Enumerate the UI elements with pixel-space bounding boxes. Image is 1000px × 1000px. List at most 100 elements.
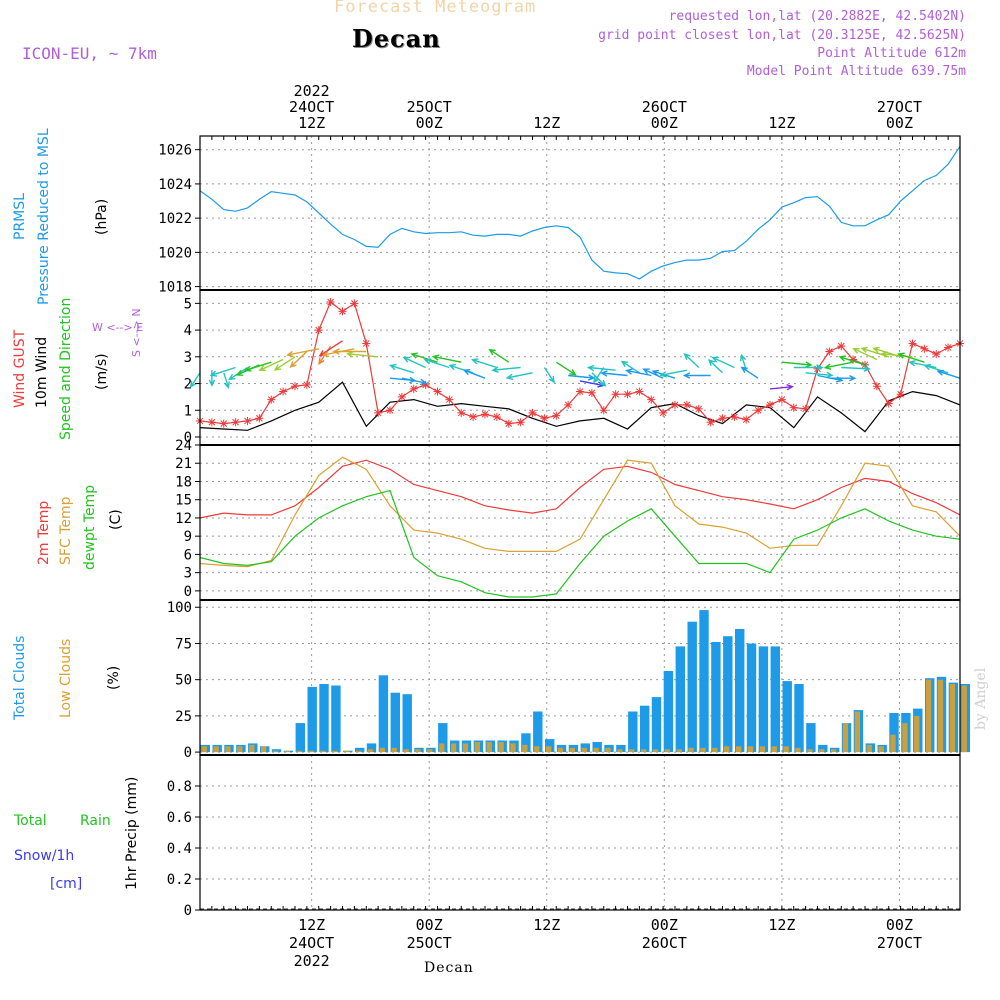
low-clouds-bar	[937, 679, 944, 753]
gust-marker	[599, 406, 608, 415]
low-clouds-bar	[783, 746, 789, 753]
gust-marker	[777, 395, 786, 404]
gust-marker	[409, 384, 418, 393]
wind-arrow	[841, 365, 871, 372]
gust-marker	[291, 382, 299, 391]
low-clouds-bar	[890, 734, 896, 753]
low-clouds-bar	[724, 746, 730, 753]
total-clouds-bar	[735, 629, 745, 753]
total-clouds-bar	[545, 739, 555, 753]
low-clouds-bar	[225, 746, 231, 753]
total-clouds-bar	[378, 675, 389, 753]
y-tick-label: 24	[175, 438, 192, 454]
bottom-time-label: 26OCT	[642, 934, 687, 952]
clouds-unit: (%)	[106, 666, 122, 690]
gust-marker	[564, 400, 573, 409]
total-clouds-bar	[794, 684, 804, 753]
wind-arrow	[505, 372, 533, 381]
gust-marker	[706, 418, 715, 427]
total-clouds-bar	[521, 733, 531, 753]
gust-marker	[326, 298, 335, 307]
gust-marker	[279, 387, 288, 396]
low-clouds-bar	[878, 746, 884, 753]
low-clouds-bar	[854, 711, 860, 753]
bottom-time-label: 2022	[294, 952, 330, 970]
total-clouds-bar	[616, 744, 626, 753]
gust-marker	[896, 390, 905, 399]
low-clouds-bar	[688, 747, 694, 753]
gust-marker	[528, 408, 537, 417]
low-clouds-bar	[700, 747, 706, 753]
gust-label: Wind GUST	[12, 329, 28, 408]
top-time-label: 12Z	[768, 114, 795, 132]
gust-marker	[267, 395, 276, 404]
low-clouds-bar	[617, 749, 623, 753]
total-clouds-bar	[628, 711, 638, 753]
total-clouds-bar	[806, 723, 816, 753]
dewpt-line	[199, 489, 961, 598]
gust-marker	[742, 415, 751, 424]
low-clouds-bar	[807, 749, 813, 753]
bottom-time-label: 00Z	[416, 916, 443, 934]
bottom-time-label: 00Z	[886, 916, 913, 934]
gust-marker	[861, 360, 869, 369]
pressure-label-1: PRMSL	[12, 193, 28, 240]
wind-arrow	[620, 360, 640, 374]
wind-arrow	[189, 372, 201, 389]
total-clouds-bar	[402, 694, 412, 753]
wind-arrow	[491, 366, 521, 373]
wind-arrow	[923, 363, 949, 374]
gust-marker	[231, 418, 240, 427]
low-clouds-bar	[534, 746, 540, 753]
wind-arrow	[769, 383, 794, 391]
gust-marker	[849, 355, 858, 364]
gust-marker	[469, 412, 478, 421]
total-clouds-bar	[366, 743, 377, 753]
wind-arrow	[659, 369, 688, 378]
low-clouds-bar	[462, 743, 469, 753]
low-clouds-bar	[403, 749, 409, 753]
y-tick-label: 0	[184, 903, 192, 919]
low-clouds-bar	[486, 742, 492, 753]
wind-arrow	[289, 350, 308, 369]
precip-rain-label: Rain	[80, 813, 111, 829]
gust-marker	[350, 299, 359, 308]
low-clouds-bar	[296, 750, 302, 753]
y-tick-label: 2	[184, 377, 192, 393]
low-clouds-bar	[676, 749, 682, 753]
top-time-label: 12Z	[533, 114, 560, 132]
wind-arrow	[711, 356, 735, 369]
total-clouds-bar	[307, 686, 317, 753]
wind-arrow	[852, 348, 878, 361]
y-tick-label: 3	[184, 566, 192, 582]
low-clouds-bar	[451, 743, 457, 753]
y-tick-label: 12	[175, 511, 192, 527]
total-clouds-bar	[746, 643, 757, 753]
y-tick-label: 0	[184, 745, 192, 761]
y-tick-label: 1022	[158, 211, 192, 227]
low-clouds-bar	[866, 744, 872, 753]
gust-marker	[481, 410, 489, 419]
low-clouds-bar	[474, 742, 480, 753]
wind-unit: (m/s)	[94, 353, 110, 390]
total-clouds-bar	[580, 743, 590, 753]
gust-marker	[433, 387, 442, 396]
gust-marker	[872, 382, 881, 391]
y-tick-label: 0	[184, 430, 192, 446]
total-clouds-bar	[889, 713, 899, 753]
low-clouds-bar	[819, 749, 825, 753]
precip-snow-unit: [cm]	[50, 876, 82, 892]
compass-horizontal: W <--> E	[92, 321, 143, 334]
low-clouds-bar	[332, 750, 338, 753]
low-clouds-bar	[498, 742, 504, 753]
gust-marker	[659, 408, 668, 417]
bottom-time-label: 00Z	[651, 916, 678, 934]
low-clouds-bar	[379, 747, 385, 753]
temp2m-line	[199, 459, 961, 519]
total-clouds-bar	[295, 723, 305, 753]
total-clouds-label: Total Clouds	[12, 636, 28, 721]
wind-arrow	[936, 369, 961, 379]
wind-arrow	[838, 355, 866, 366]
data-layer	[189, 145, 970, 753]
